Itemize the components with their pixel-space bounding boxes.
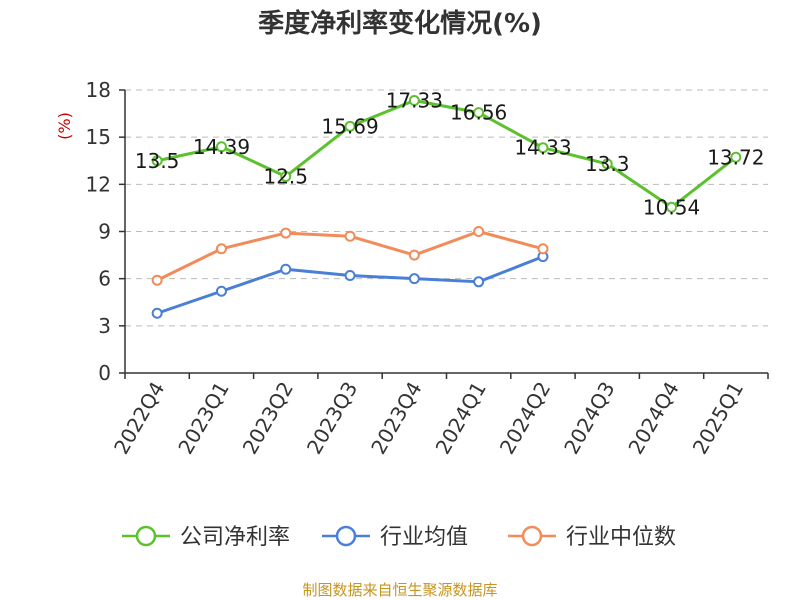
data-point (537, 142, 549, 154)
data-point (408, 249, 420, 261)
series-layer (151, 95, 742, 319)
data-label: 14.33 (514, 136, 571, 160)
data-point (215, 285, 227, 297)
data-point (151, 307, 163, 319)
data-point (408, 95, 420, 107)
legend-marker (135, 525, 157, 547)
series-line (156, 255, 544, 315)
data-point (601, 158, 613, 170)
data-point (473, 107, 485, 119)
data-point (344, 230, 356, 242)
data-point (537, 243, 549, 255)
series-0 (151, 95, 742, 213)
legend-item: 行业中位数 (508, 525, 676, 550)
data-labels-layer: 13.5 14.39 12.5 15.69 17.33 16.56 14.33 13.3 10.… (135, 89, 765, 220)
data-label: 15.69 (321, 114, 378, 138)
legend-marker (521, 525, 543, 547)
y-tick-label: 6 (98, 267, 111, 291)
data-point (666, 201, 678, 213)
data-point (151, 274, 163, 286)
data-label: 16.56 (450, 101, 507, 125)
data-label: 13.72 (707, 145, 764, 169)
data-point (215, 141, 227, 153)
data-label: 10.54 (643, 195, 700, 219)
series-line (156, 99, 737, 209)
legend-marker (335, 525, 357, 547)
y-tick-label: 0 (98, 361, 111, 385)
series-1 (151, 251, 549, 319)
data-point (730, 151, 742, 163)
x-tick-label: 2024Q1 (431, 378, 491, 459)
data-point (280, 263, 292, 275)
legend-label: 行业均值 (380, 525, 468, 550)
data-label: 13.3 (585, 152, 630, 176)
x-tick-label: 2024Q2 (495, 378, 555, 459)
x-tick-label: 2023Q2 (238, 378, 298, 459)
y-tick-label: 3 (98, 314, 111, 338)
legend-label: 公司净利率 (180, 525, 290, 550)
data-point (408, 273, 420, 285)
data-point (473, 226, 485, 237)
y-tick-label: 9 (98, 220, 111, 244)
data-label: 17.33 (386, 89, 443, 113)
y-axis-label: (%) (55, 112, 74, 140)
data-point (473, 276, 485, 288)
data-label: 14.39 (193, 135, 250, 159)
y-tick-label: 12 (86, 172, 111, 196)
data-point (215, 243, 227, 255)
legend-item: 公司净利率 (122, 525, 290, 550)
x-tick-label: 2023Q3 (302, 378, 362, 459)
x-tick-label: 2023Q1 (173, 378, 233, 459)
y-tick-label: 15 (86, 125, 111, 149)
data-label: 12.5 (263, 164, 308, 188)
data-point (280, 170, 292, 182)
x-tick-label: 2023Q4 (366, 378, 426, 459)
source-note: 制图数据来自恒生聚源数据库 (302, 581, 497, 599)
x-tick-label: 2024Q4 (623, 378, 683, 459)
axes-layer: 0 3 6 9 12 15 18 2022Q4 2023Q1 2023Q2 2023Q3 2023Q4… (86, 78, 769, 459)
data-point (280, 227, 292, 239)
legend-item: 行业均值 (322, 525, 468, 550)
data-point (344, 120, 356, 132)
x-tick-label: 2025Q1 (688, 378, 748, 459)
chart-title: 季度净利率变化情况(%) (258, 8, 542, 39)
y-tick-label: 18 (86, 78, 111, 102)
x-tick-label: 2024Q3 (559, 378, 619, 459)
legend-label: 行业中位数 (566, 525, 676, 550)
grid-layer (125, 89, 768, 327)
data-point (344, 270, 356, 282)
data-label: 13.5 (135, 149, 180, 173)
legend: 公司净利率 行业均值 行业中位数 (122, 525, 676, 550)
x-tick-label: 2022Q4 (109, 378, 169, 459)
data-point (151, 155, 163, 167)
series-2 (151, 226, 549, 286)
